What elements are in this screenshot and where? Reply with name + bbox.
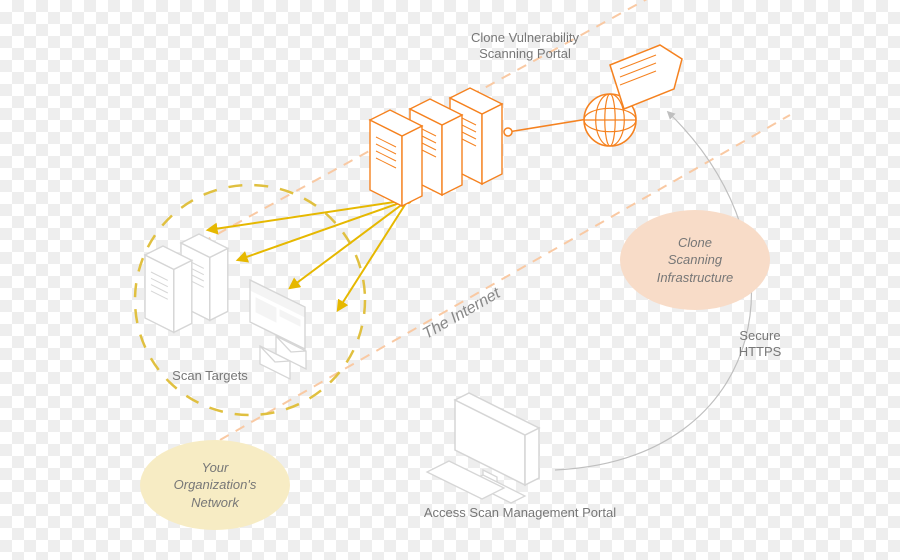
clone-infra-text: Clone Scanning Infrastructure — [657, 234, 734, 287]
target-servers-icon — [145, 234, 228, 332]
scan-arrows — [208, 196, 412, 310]
scan-targets-label: Scan Targets — [150, 368, 270, 384]
secure-https-label: Secure HTTPS — [720, 328, 800, 361]
access-portal-label: Access Scan Management Portal — [400, 505, 640, 521]
org-network-text: Your Organization's Network — [174, 459, 257, 512]
document-icon — [610, 45, 682, 109]
org-network-cloud: Your Organization's Network — [140, 440, 290, 530]
portal-title-label: Clone Vulnerability Scanning Portal — [445, 30, 605, 63]
monitor-icon — [427, 393, 539, 503]
clone-servers-icon — [370, 88, 502, 206]
diagram-canvas — [0, 0, 900, 560]
clone-infra-cloud: Clone Scanning Infrastructure — [620, 210, 770, 310]
